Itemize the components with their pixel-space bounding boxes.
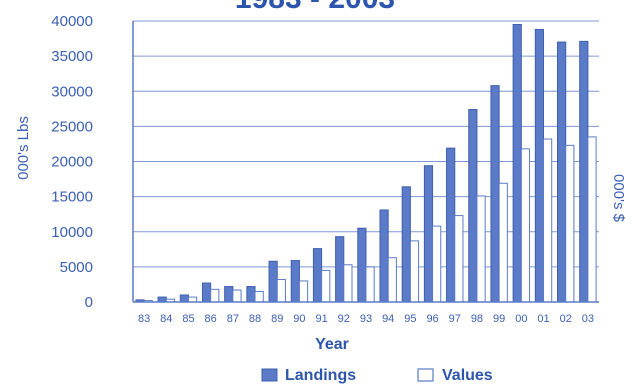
- x-tick-label: 93: [360, 313, 372, 325]
- x-tick-label: 97: [449, 313, 461, 325]
- x-tick-label: 95: [404, 313, 416, 325]
- chart-title: 1983 - 2003: [235, 0, 395, 15]
- bar-landings-88: [246, 286, 256, 303]
- x-tick-label: 90: [293, 313, 305, 325]
- x-tick-label: 02: [560, 313, 572, 325]
- x-tick-label: 84: [160, 313, 172, 325]
- legend: Landings Values: [261, 367, 493, 384]
- x-tick-labels: 83 84 85 86 87 88 89 90 91 92 93 94 95 96 97 98 99 00 01 02…: [138, 313, 594, 325]
- bar-values-02: [565, 144, 575, 303]
- bar-landings-85: [179, 294, 189, 303]
- axes: [132, 21, 599, 303]
- y-tick-label: 35000: [51, 48, 93, 65]
- bar-values-00: [520, 148, 531, 303]
- x-tick-label: 89: [271, 313, 283, 325]
- x-tick-label: 83: [138, 313, 150, 325]
- bar-landings-00: [512, 24, 522, 303]
- y-tick-label: 40000: [51, 13, 93, 30]
- x-tick-label: 92: [338, 313, 350, 325]
- bar-values-95: [409, 240, 420, 303]
- gridlines: [133, 20, 599, 268]
- bar-values-91: [321, 269, 331, 303]
- bar-values-87: [232, 289, 242, 303]
- legend-swatch-values: [417, 368, 434, 382]
- x-tick-label: 88: [249, 313, 261, 325]
- bar-landings-02: [557, 41, 567, 303]
- bar-landings-91: [312, 248, 323, 303]
- x-tick-label: 03: [582, 313, 594, 325]
- x-axis-label: Year: [315, 336, 349, 353]
- y-axis-label-right: 000's $: [610, 174, 627, 223]
- bar-values-93: [365, 266, 375, 303]
- legend-swatch-landings: [261, 368, 278, 382]
- y-tick-label: 25000: [51, 118, 93, 135]
- legend-label-values: Values: [442, 367, 493, 384]
- x-tick-label: 99: [493, 313, 505, 325]
- x-tick-label: 91: [315, 313, 327, 325]
- y-tick-label: 10000: [51, 224, 93, 241]
- y-tick-labels: 0 5000 10000 15000 20000 25000 30000 35000 40000: [51, 13, 93, 311]
- y-tick-label: 0: [85, 294, 93, 311]
- bar-landings-96: [423, 165, 434, 303]
- bar-landings-89: [268, 260, 278, 303]
- x-tick-label: 86: [205, 313, 217, 325]
- bar-landings-90: [290, 260, 300, 303]
- bar-landings-01: [534, 28, 545, 303]
- y-tick-label: 30000: [51, 83, 93, 100]
- bar-values-92: [343, 264, 353, 303]
- bar-values-03: [587, 136, 597, 303]
- bar-landings-94: [379, 209, 389, 303]
- y-tick-label: 20000: [51, 154, 93, 171]
- x-tick-label: 98: [471, 313, 483, 325]
- bar-values-90: [298, 280, 309, 303]
- y-tick-label: 15000: [51, 189, 93, 206]
- bar-values-89: [276, 279, 286, 303]
- bar-values-97: [454, 215, 464, 303]
- bar-values-96: [432, 225, 442, 303]
- bar-landings-93: [357, 227, 367, 303]
- bar-landings-99: [490, 85, 500, 303]
- y-tick-label: 5000: [60, 259, 93, 276]
- bar-landings-95: [401, 186, 411, 303]
- x-tick-label: 00: [515, 313, 527, 325]
- bars: [135, 24, 597, 303]
- bar-values-94: [387, 257, 397, 303]
- bar-values-01: [543, 138, 553, 303]
- bar-values-86: [210, 288, 220, 303]
- x-tick-label: 01: [537, 313, 549, 325]
- bar-landings-97: [446, 147, 456, 303]
- bar-landings-86: [201, 282, 212, 303]
- x-tick-label: 85: [182, 313, 194, 325]
- bar-values-98: [476, 195, 486, 303]
- bar-landings-92: [335, 236, 345, 303]
- x-tick-label: 94: [382, 313, 394, 325]
- x-tick-label: 96: [426, 313, 438, 325]
- x-tick-label: 87: [227, 313, 239, 325]
- bar-values-99: [498, 182, 508, 303]
- bar-values-88: [254, 290, 264, 303]
- bar-landings-03: [579, 40, 589, 303]
- bar-landings-87: [224, 286, 234, 303]
- y-axis-label-left: 000's Lbs: [15, 116, 32, 180]
- bar-landings-98: [468, 109, 478, 303]
- legend-label-landings: Landings: [285, 367, 356, 384]
